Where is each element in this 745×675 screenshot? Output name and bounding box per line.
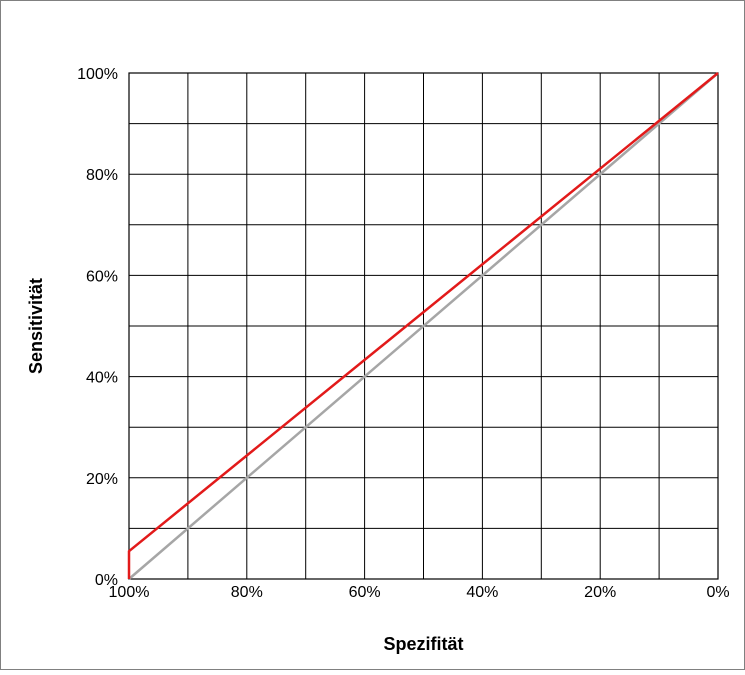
x-tick-label: 100% — [109, 584, 150, 601]
x-axis-title: Spezifität — [383, 634, 463, 654]
y-axis-title: Sensitivität — [26, 278, 46, 374]
grid — [129, 73, 718, 579]
x-tick-label: 60% — [349, 584, 381, 601]
y-tick-label: 0% — [95, 572, 118, 589]
y-tick-labels: 0% 20% 40% 60% 80% 100% — [77, 66, 118, 589]
x-tick-label: 0% — [706, 584, 729, 601]
x-tick-label: 20% — [584, 584, 616, 601]
y-tick-label: 60% — [86, 268, 118, 285]
plot-border — [128, 72, 719, 580]
x-tick-label: 80% — [231, 584, 263, 601]
y-tick-label: 40% — [86, 370, 118, 387]
y-tick-label: 100% — [77, 66, 118, 83]
y-tick-label: 80% — [86, 167, 118, 184]
series-line-2 — [128, 72, 719, 580]
y-tick-label: 20% — [86, 471, 118, 488]
x-tick-labels: 100% 80% 60% 40% 20% 0% — [109, 584, 730, 601]
series-group — [127, 72, 719, 580]
x-tick-label: 40% — [466, 584, 498, 601]
series-line-1 — [127, 72, 719, 579]
